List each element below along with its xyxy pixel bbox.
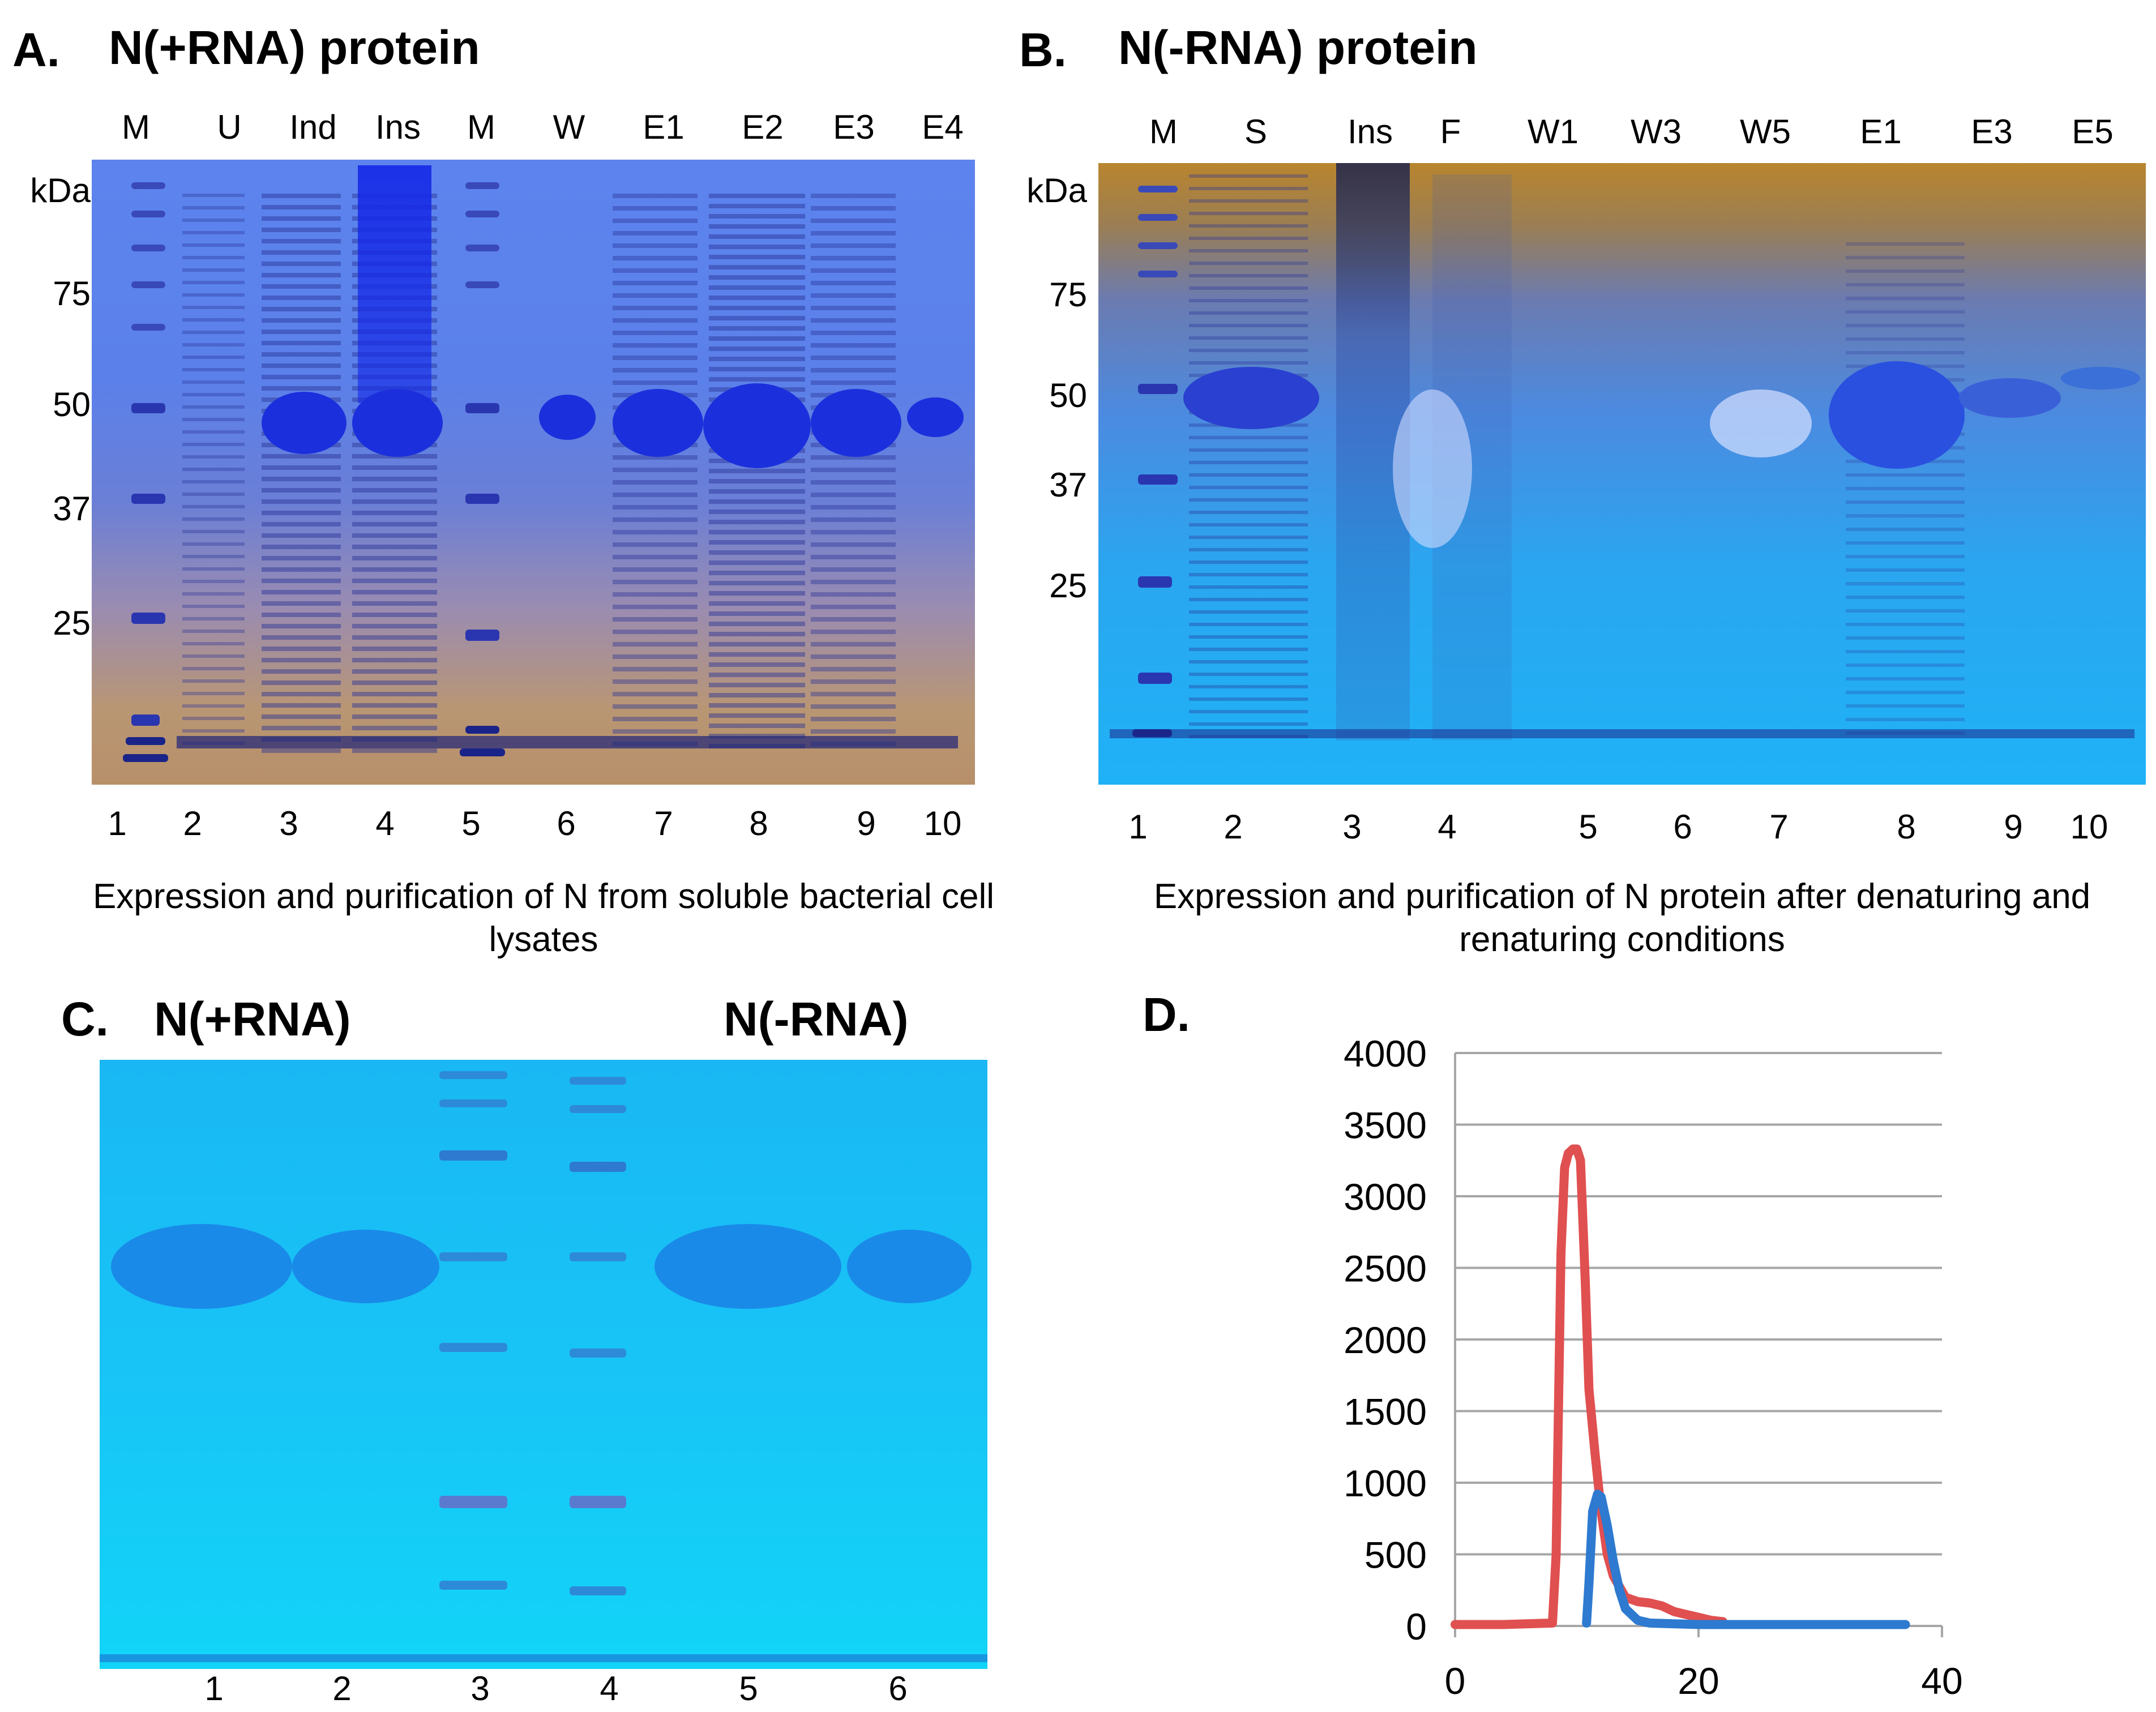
- lane-label: S: [1244, 113, 1268, 151]
- caption-line: lysates: [489, 920, 598, 959]
- y-tick-label: 2000: [1344, 1319, 1427, 1361]
- lane-label: E5: [2072, 113, 2114, 151]
- lane-number: 5: [739, 1670, 758, 1707]
- lane-label: Ins: [375, 108, 421, 146]
- lane-number: 6: [888, 1670, 908, 1707]
- lane-number: 8: [1897, 808, 1916, 846]
- lane-label: E1: [1860, 113, 1902, 151]
- lane-number: 6: [557, 804, 576, 842]
- mw-marker: 37: [1049, 466, 1087, 504]
- lane-label: Ins: [1347, 113, 1393, 151]
- panel-d-letter: D.: [1143, 988, 1190, 1041]
- y-tick-label: 3000: [1344, 1176, 1427, 1218]
- lane-number: 8: [749, 804, 768, 842]
- lane-label: W3: [1631, 113, 1682, 151]
- y-tick-label: 0: [1406, 1606, 1427, 1647]
- lane-label: E3: [1971, 113, 2013, 151]
- lane-number: 10: [923, 804, 962, 842]
- mw-marker: 50: [53, 386, 91, 423]
- lane-number: 2: [1224, 808, 1243, 846]
- mw-marker: 25: [1049, 567, 1087, 605]
- panel-c-label-left: N(+RNA): [154, 992, 351, 1046]
- lane-label: M: [1149, 113, 1178, 151]
- caption-line: Expression and purification of N from so…: [92, 877, 995, 916]
- panel-a-title: N(+RNA) protein: [109, 21, 480, 74]
- mw-unit: kDa: [30, 172, 91, 209]
- x-tick-label: 20: [1678, 1660, 1719, 1702]
- lane-number: 3: [279, 804, 298, 842]
- lane-label: E1: [643, 108, 685, 146]
- panel-a-caption: Expression and purification of N from so…: [23, 875, 1064, 961]
- lane-number: 7: [1769, 808, 1789, 846]
- x-tick-label: 0: [1445, 1660, 1466, 1702]
- lane-label: M: [467, 108, 495, 146]
- lane-number: 4: [600, 1670, 619, 1707]
- lane-label: W1: [1528, 113, 1578, 151]
- panel-a-letter: A.: [12, 23, 60, 76]
- lane-number: 5: [1578, 808, 1598, 846]
- mw-marker: 37: [53, 490, 91, 528]
- mw-marker: 75: [1049, 276, 1087, 314]
- elution-chart: 0 500 1000 1500 2000 2500 3000 3500 4000 0 20 40: [1344, 1033, 1963, 1702]
- lane-label: W5: [1740, 113, 1791, 151]
- lane-number: 4: [375, 804, 395, 842]
- lane-number: 1: [108, 804, 127, 842]
- lane-label: Ind: [289, 108, 337, 146]
- y-tick-label: 1500: [1344, 1391, 1427, 1433]
- lane-number: 6: [1673, 808, 1692, 846]
- lane-number: 4: [1438, 808, 1457, 846]
- gel-a-image: [92, 160, 975, 785]
- lane-number: 1: [204, 1670, 224, 1707]
- y-tick-label: 3500: [1344, 1105, 1427, 1146]
- lane-label: E3: [833, 108, 875, 146]
- caption-line: renaturing conditions: [1459, 920, 1785, 959]
- y-tick-label: 4000: [1344, 1033, 1427, 1075]
- lane-number: 2: [183, 804, 202, 842]
- caption-line: Expression and purification of N protein…: [1153, 877, 2091, 916]
- mw-marker: 75: [53, 275, 91, 313]
- lane-label: W: [553, 108, 585, 146]
- lane-label: M: [122, 108, 150, 146]
- lane-number: 5: [461, 804, 481, 842]
- panel-c-label-right: N(-RNA): [724, 992, 909, 1046]
- y-tick-label: 2500: [1344, 1248, 1427, 1290]
- x-tick-label: 40: [1921, 1660, 1962, 1702]
- lane-number: 3: [1342, 808, 1362, 846]
- lane-label: U: [217, 108, 242, 146]
- panel-b-title: N(-RNA) protein: [1118, 21, 1478, 74]
- panel-b-letter: B.: [1019, 23, 1067, 76]
- gel-b-image: [1098, 163, 2146, 785]
- lane-number: 3: [470, 1670, 490, 1707]
- series-line-red: [1451, 1144, 1727, 1629]
- lane-number: 7: [654, 804, 673, 842]
- gel-c-image: [100, 1060, 987, 1669]
- lane-number: 9: [857, 804, 876, 842]
- y-tick-label: 500: [1364, 1534, 1427, 1576]
- y-tick-label: 1000: [1344, 1462, 1427, 1504]
- lane-number: 1: [1128, 808, 1148, 846]
- panel-c-letter: C.: [61, 992, 109, 1046]
- lane-number: 10: [2070, 808, 2108, 846]
- lane-label: E4: [922, 108, 964, 146]
- mw-marker: 25: [53, 604, 91, 642]
- mw-unit: kDa: [1026, 172, 1087, 209]
- lane-label: F: [1440, 113, 1461, 151]
- lane-label: E2: [742, 108, 784, 146]
- mw-marker: 50: [1049, 376, 1087, 414]
- lane-number: 9: [2004, 808, 2023, 846]
- series-line-blue: [1582, 1490, 1910, 1629]
- lane-number: 2: [332, 1670, 352, 1707]
- panel-b-caption: Expression and purification of N protein…: [1098, 875, 2146, 961]
